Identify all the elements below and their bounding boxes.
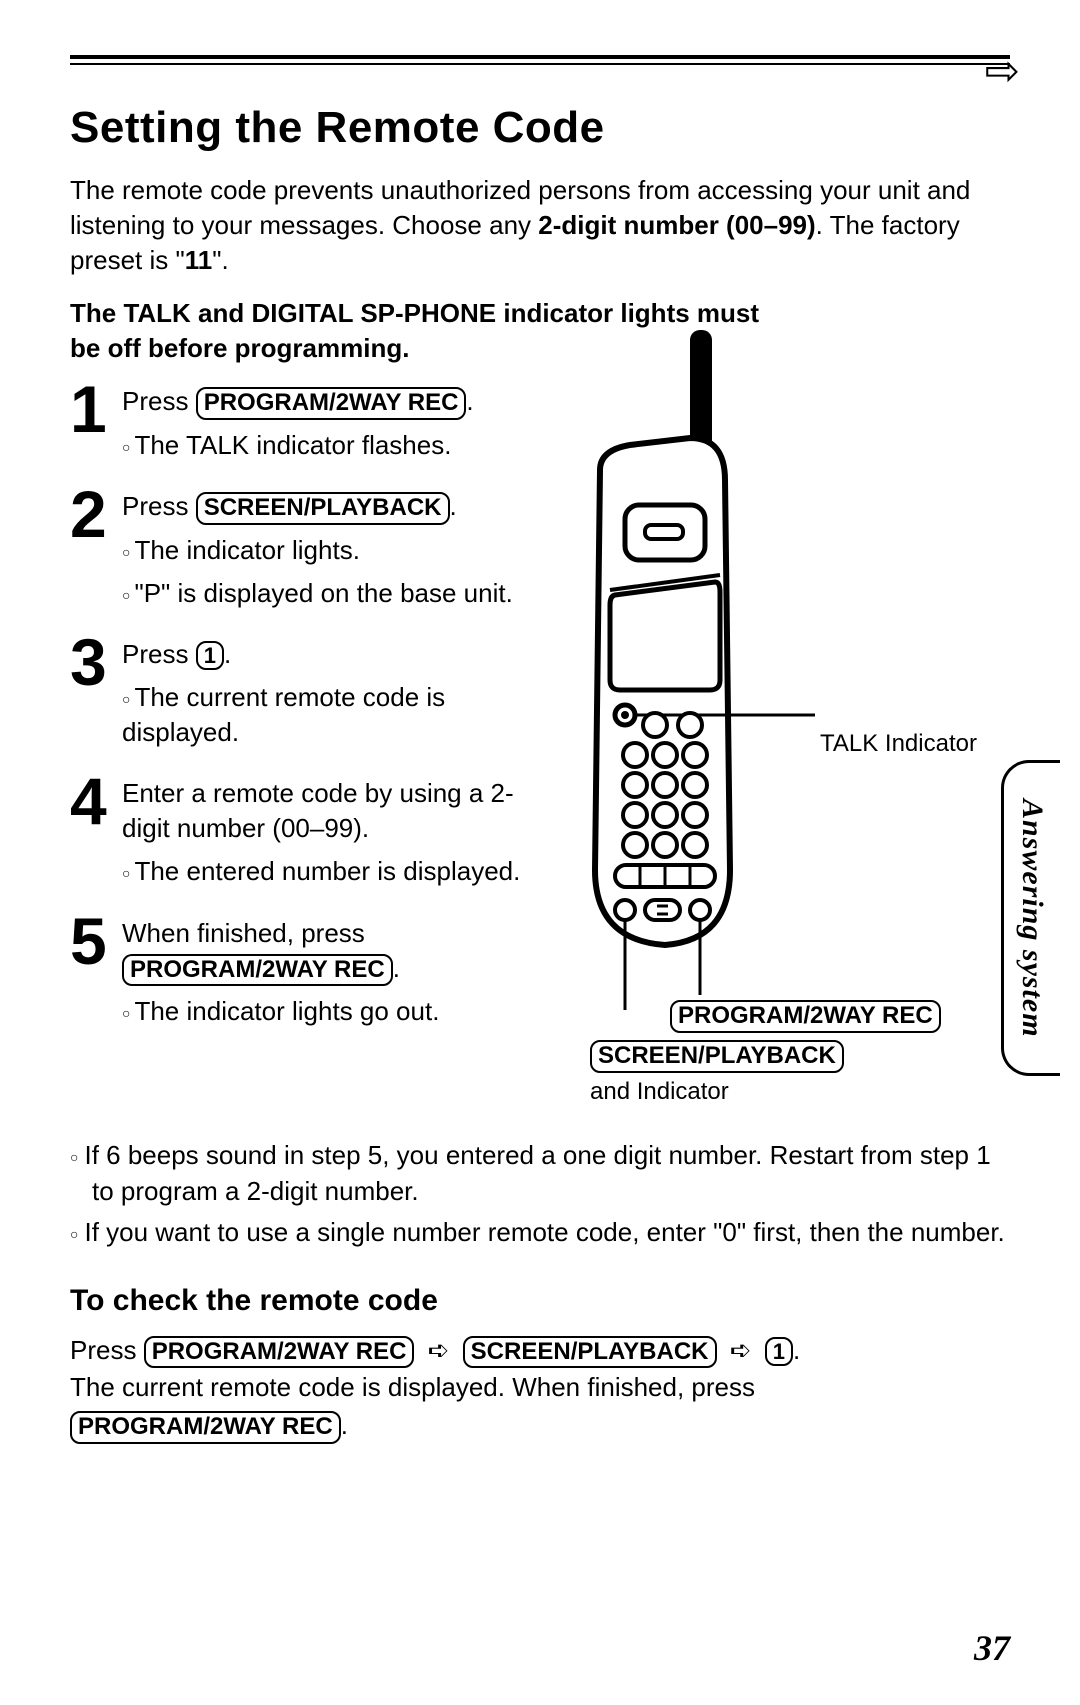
step-text-pre: When finished, press — [122, 918, 365, 948]
program-button-label: PROGRAM/2WAY REC — [670, 1000, 941, 1033]
step-text-pre: Press — [122, 639, 196, 669]
callout-program: PROGRAM/2WAY REC — [670, 1000, 941, 1033]
manual-page: ⇨ Setting the Remote Code The remote cod… — [0, 0, 1080, 1705]
callout-screen: SCREEN/PLAYBACK — [590, 1040, 844, 1073]
step-4: 4 Enter a remote code by using a 2-digit… — [70, 772, 530, 889]
step-sub: The indicator lights go out. — [122, 994, 530, 1029]
step-5: 5 When finished, press PROGRAM/2WAY REC.… — [70, 912, 530, 1030]
continue-arrow-icon: ⇨ — [985, 50, 1020, 92]
step-number: 1 — [70, 380, 122, 439]
arrow-icon: ➪ — [428, 1335, 450, 1365]
notes: If 6 beeps sound in step 5, you entered … — [70, 1138, 1010, 1249]
intro-text: The remote code prevents unauthorized pe… — [70, 173, 1010, 278]
page-title: Setting the Remote Code — [70, 103, 1010, 153]
step-1: 1 Press PROGRAM/2WAY REC. The TALK indic… — [70, 380, 530, 463]
one-button-label: 1 — [196, 641, 224, 670]
step-number: 3 — [70, 633, 122, 692]
step-text-pre: Press — [122, 491, 196, 521]
step-number: 5 — [70, 912, 122, 971]
page-number: 37 — [974, 1627, 1010, 1669]
step-sub: The indicator lights. — [122, 533, 513, 568]
section-tab-label: Answering system — [1015, 799, 1049, 1038]
screen-button-label: SCREEN/PLAYBACK — [463, 1336, 717, 1369]
screen-button-label: SCREEN/PLAYBACK — [590, 1040, 844, 1073]
step-3: 3 Press 1. The current remote code is di… — [70, 633, 530, 750]
figure-column: TALK Indicator PROGRAM/2WAY REC SCREEN/P… — [540, 380, 1010, 1120]
check-heading: To check the remote code — [70, 1284, 1010, 1318]
check-instructions: Press PROGRAM/2WAY REC ➪ SCREEN/PLAYBACK… — [70, 1332, 1010, 1445]
callout-talk-indicator: TALK Indicator — [820, 730, 977, 759]
program-button-label: PROGRAM/2WAY REC — [144, 1336, 415, 1369]
screen-button-label: SCREEN/PLAYBACK — [196, 492, 450, 525]
program-button-label: PROGRAM/2WAY REC — [196, 387, 467, 420]
steps-column: 1 Press PROGRAM/2WAY REC. The TALK indic… — [70, 380, 530, 1051]
step-text-post: . — [362, 813, 369, 843]
one-button-label: 1 — [765, 1337, 793, 1366]
step-body: Enter a remote code by using a 2-digit n… — [122, 772, 530, 889]
step-text-pre: Press — [122, 386, 196, 416]
program-button-label: PROGRAM/2WAY REC — [122, 954, 393, 987]
main-row: 1 Press PROGRAM/2WAY REC. The TALK indic… — [70, 380, 1010, 1120]
step-body: Press SCREEN/PLAYBACK. The indicator lig… — [122, 485, 513, 611]
step-text-post: . — [224, 639, 231, 669]
step-body: Press 1. The current remote code is disp… — [122, 633, 530, 750]
handset-illustration — [540, 330, 820, 1010]
note-item: If 6 beeps sound in step 5, you entered … — [70, 1138, 1010, 1208]
step-number: 4 — [70, 772, 122, 831]
intro-bold2: 11 — [185, 245, 213, 275]
arrow-icon: ➪ — [730, 1335, 752, 1365]
step-sub: The entered number is displayed. — [122, 854, 530, 889]
step-sub: The TALK indicator flashes. — [122, 428, 474, 463]
callout-and-indicator: and Indicator — [590, 1078, 729, 1107]
check-mid: The current remote code is displayed. Wh… — [70, 1372, 755, 1402]
step-sub: The current remote code is displayed. — [122, 680, 530, 750]
section-tab: Answering system — [1001, 760, 1060, 1076]
program-button-label: PROGRAM/2WAY REC — [70, 1411, 341, 1444]
step-2: 2 Press SCREEN/PLAYBACK. The indicator l… — [70, 485, 530, 611]
step-sub: "P" is displayed on the base unit. — [122, 576, 513, 611]
step-text-post: . — [393, 953, 400, 983]
step-text-post: . — [450, 491, 457, 521]
step-text-pre: Enter a remote code by using a — [122, 778, 491, 808]
step-body: When finished, press PROGRAM/2WAY REC. T… — [122, 912, 530, 1030]
step-body: Press PROGRAM/2WAY REC. The TALK indicat… — [122, 380, 474, 463]
intro-part3: ". — [212, 245, 228, 275]
note-item: If you want to use a single number remot… — [70, 1215, 1010, 1250]
step-number: 2 — [70, 485, 122, 544]
check-press: Press — [70, 1335, 144, 1365]
intro-bold1: 2-digit number (00–99) — [538, 210, 815, 240]
step-text-post: . — [466, 386, 473, 416]
header-rule — [70, 55, 1010, 65]
